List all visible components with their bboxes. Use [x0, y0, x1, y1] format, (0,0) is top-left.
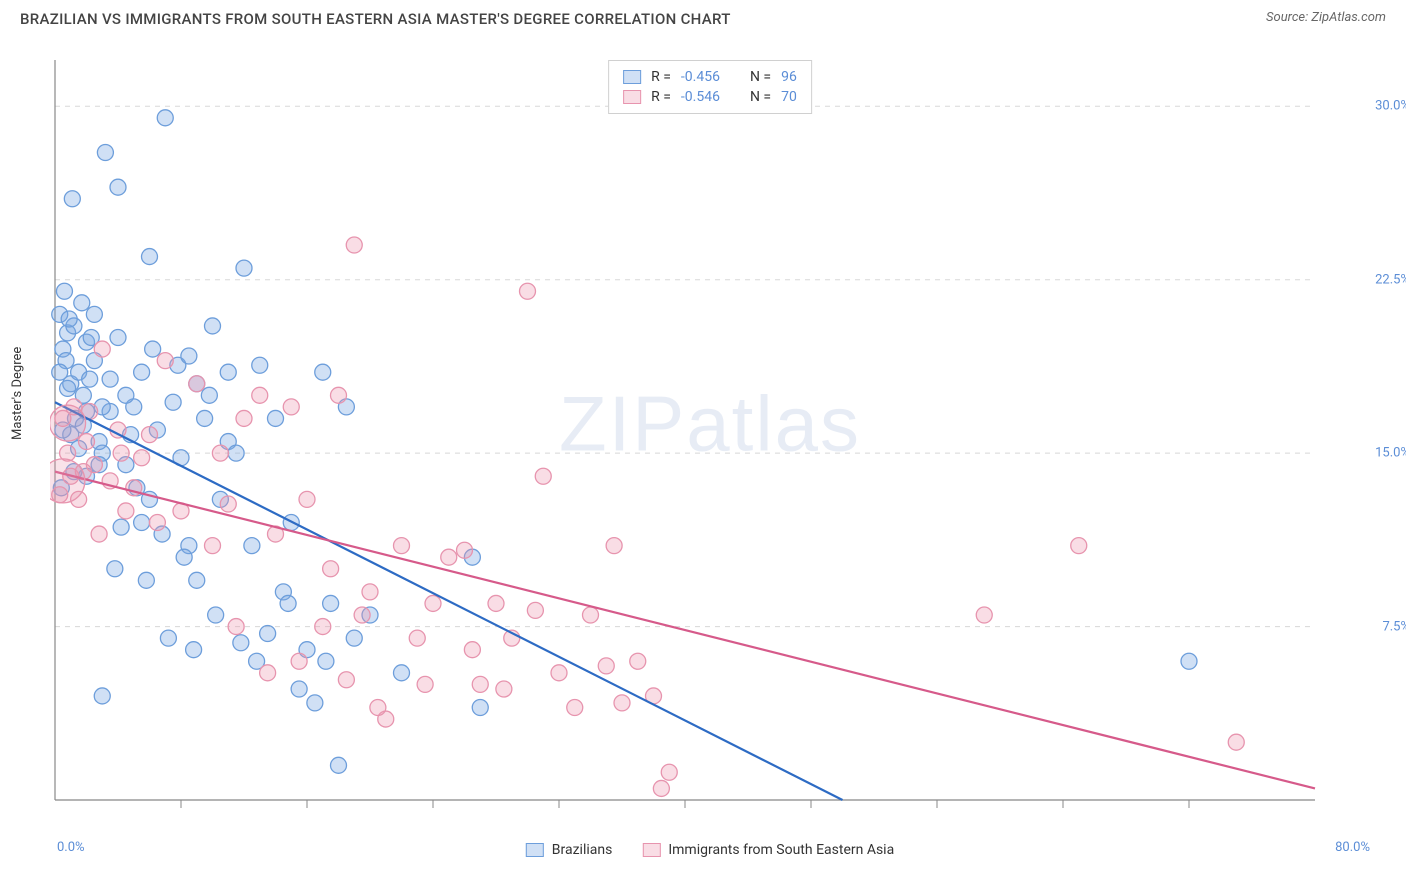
n-value: 96 [781, 69, 797, 85]
n-label: N = [750, 89, 771, 105]
legend: Brazilians Immigrants from South Eastern … [526, 842, 894, 858]
r-label: R = [651, 89, 671, 105]
series-swatch [623, 90, 641, 104]
n-label: N = [750, 69, 771, 85]
r-value: -0.546 [681, 89, 720, 105]
r-label: R = [651, 69, 671, 85]
legend-label: Immigrants from South Eastern Asia [668, 842, 894, 858]
chart-area: ZIPatlas R = -0.456 N = 96 R = -0.546 N … [50, 50, 1370, 830]
stats-row: R = -0.456 N = 96 [623, 67, 797, 87]
series-swatch [623, 70, 641, 84]
n-value: 70 [781, 89, 797, 105]
stats-row: R = -0.546 N = 70 [623, 87, 797, 107]
r-value: -0.456 [681, 69, 720, 85]
legend-swatch [526, 843, 544, 857]
legend-label: Brazilians [552, 842, 613, 858]
legend-swatch [642, 843, 660, 857]
source-label: Source: ZipAtlas.com [1266, 10, 1386, 25]
y-tick-label: 7.5% [1382, 619, 1406, 634]
stats-box: R = -0.456 N = 96 R = -0.546 N = 70 [608, 60, 812, 114]
scatter-plot [50, 50, 1370, 830]
y-tick-label: 15.0% [1375, 446, 1406, 461]
y-axis-label: Master's Degree [10, 347, 25, 440]
y-tick-label: 30.0% [1375, 99, 1406, 114]
x-tick-label: 80.0% [1335, 840, 1370, 855]
legend-item: Brazilians [526, 842, 613, 858]
x-tick-label: 0.0% [57, 840, 85, 855]
legend-item: Immigrants from South Eastern Asia [642, 842, 894, 858]
y-tick-label: 22.5% [1375, 272, 1406, 287]
chart-title: BRAZILIAN VS IMMIGRANTS FROM SOUTH EASTE… [20, 10, 731, 28]
